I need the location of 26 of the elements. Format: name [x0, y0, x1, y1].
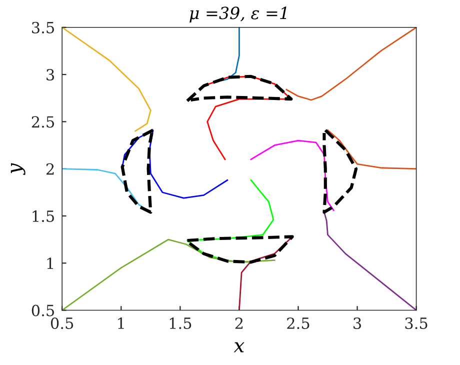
chart-title: μ =39, ε =1 [190, 6, 286, 23]
y-tick-label: 2 [46, 163, 54, 175]
y-tick-label: 3.5 [32, 22, 54, 34]
y-tick-label: 1.5 [32, 210, 54, 222]
x-tick-label: 3 [354, 317, 361, 330]
line-series [62, 168, 152, 213]
y-tick-label: 2.5 [32, 116, 54, 128]
line-series [322, 128, 358, 214]
line-series [186, 74, 293, 102]
y-tick-label: 1 [47, 258, 53, 269]
line-series [62, 27, 152, 132]
x-tick-label: 3.5 [405, 317, 428, 330]
line-series [286, 27, 416, 101]
x-tick-label: 1.5 [170, 317, 192, 330]
y-tick-label: 0.5 [32, 304, 54, 316]
line-series [324, 211, 416, 310]
x-tick-label: 1 [118, 317, 124, 329]
line-series [327, 129, 416, 170]
line-series [62, 238, 276, 310]
x-tick-label: 2 [235, 317, 243, 329]
y-tick-label: 3 [46, 68, 54, 81]
x-axis-title: x [234, 342, 244, 352]
x-tick-label: 2.5 [287, 317, 310, 330]
y-axis-title: y [10, 163, 26, 176]
line-series [186, 235, 294, 264]
line-series [120, 128, 155, 214]
